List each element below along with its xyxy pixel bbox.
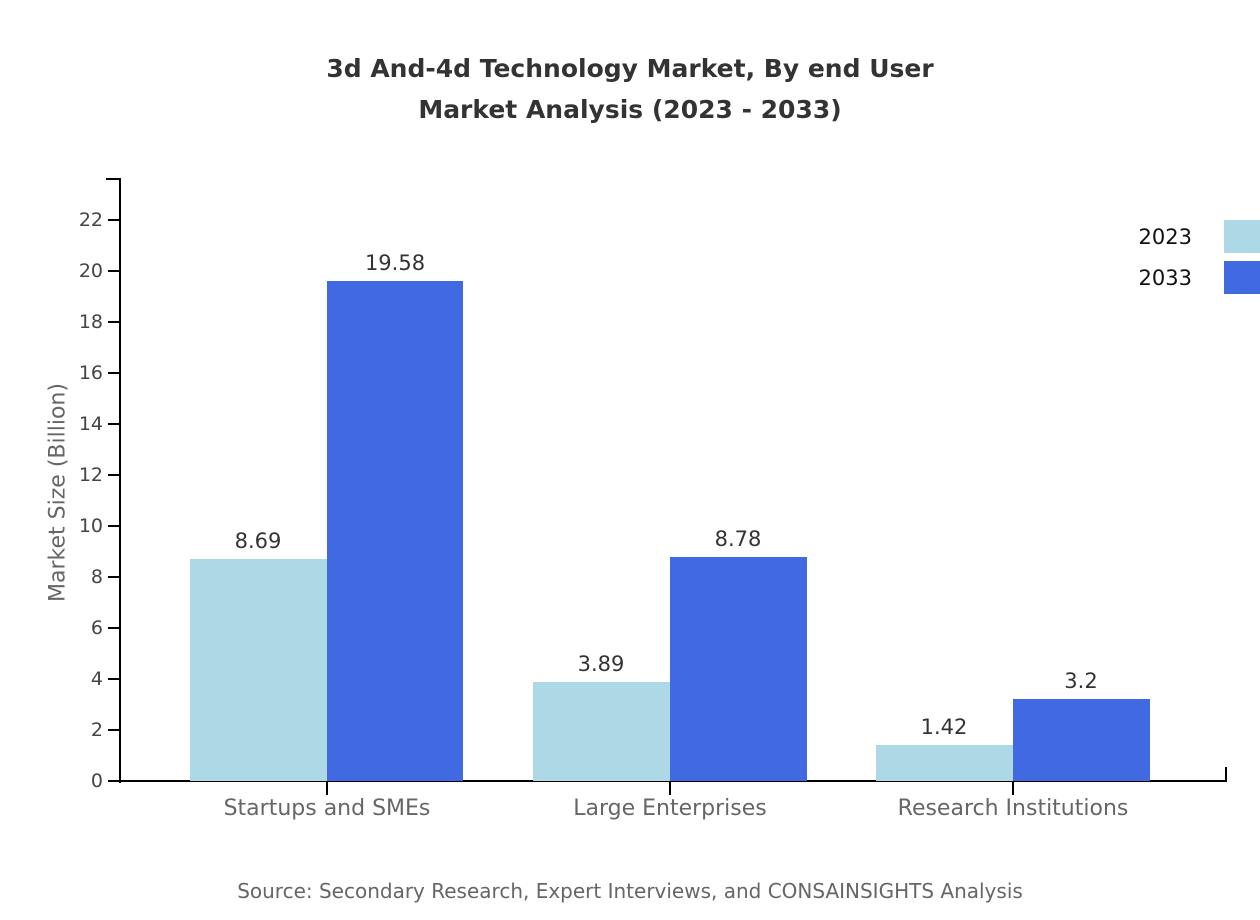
source-note: Source: Secondary Research, Expert Inter… xyxy=(237,879,1023,903)
y-tick-label: 22 xyxy=(78,209,103,231)
x-tick-label-startups-and-smes: Startups and SMEs xyxy=(223,796,431,821)
y-tick-label: 14 xyxy=(78,413,103,435)
bar-value-label: 19.58 xyxy=(364,251,426,275)
chart-title-line-2: Market Analysis (2023 - 2033) xyxy=(418,95,842,124)
y-tick-label: 8 xyxy=(90,566,103,588)
bar-2033-large-enterprises[interactable] xyxy=(670,557,807,781)
bar-value-label: 1.42 xyxy=(920,715,968,739)
bar-2023-research-institutions[interactable] xyxy=(876,745,1013,781)
y-tick-label: 0 xyxy=(90,770,103,792)
x-tick-mark xyxy=(1012,782,1014,795)
bar-value-label: 3.2 xyxy=(1064,669,1098,693)
bar-2023-large-enterprises[interactable] xyxy=(533,682,670,781)
y-axis-line xyxy=(119,178,121,783)
x-tick-label-research-institutions: Research Institutions xyxy=(897,796,1129,821)
x-tick-mark xyxy=(669,782,671,795)
bar-2033-research-institutions[interactable] xyxy=(1013,699,1150,781)
y-tick-label: 18 xyxy=(78,311,103,333)
y-tick-mark xyxy=(108,576,121,578)
x-tick-mark xyxy=(326,782,328,795)
y-tick-label: 16 xyxy=(78,362,103,384)
bar-2033-startups-and-smes[interactable] xyxy=(327,281,463,781)
x-tick-label-large-enterprises: Large Enterprises xyxy=(573,796,767,821)
x-axis-right-cap xyxy=(1225,767,1227,782)
y-tick-mark xyxy=(108,474,121,476)
y-tick-mark xyxy=(108,729,121,731)
bar-value-label: 3.89 xyxy=(577,652,625,676)
y-tick-mark xyxy=(108,678,121,680)
chart-title: 3d And-4d Technology Market, By end User… xyxy=(0,48,1260,130)
y-tick-mark xyxy=(108,219,121,221)
legend-swatch-2033[interactable] xyxy=(1224,261,1260,294)
y-tick-label: 6 xyxy=(90,617,103,639)
y-tick-mark xyxy=(108,321,121,323)
y-tick-mark xyxy=(108,372,121,374)
y-tick-mark xyxy=(108,627,121,629)
y-tick-label: 20 xyxy=(78,260,103,282)
y-tick-mark xyxy=(108,780,121,782)
y-tick-label: 10 xyxy=(78,515,103,537)
bar-value-label: 8.69 xyxy=(234,529,282,553)
bar-2023-startups-and-smes[interactable] xyxy=(190,559,327,781)
y-axis-top-cap xyxy=(106,178,121,180)
y-tick-label: 2 xyxy=(90,719,103,741)
y-tick-mark xyxy=(108,270,121,272)
bar-value-label: 8.78 xyxy=(714,527,762,551)
legend-label-2023: 2023 xyxy=(1138,225,1192,249)
y-tick-label: 12 xyxy=(78,464,103,486)
legend-swatch-2023[interactable] xyxy=(1224,220,1260,253)
y-tick-mark xyxy=(108,525,121,527)
legend-label-2033: 2033 xyxy=(1138,266,1192,290)
y-tick-label: 4 xyxy=(90,668,103,690)
y-tick-mark xyxy=(108,423,121,425)
chart-title-line-1: 3d And-4d Technology Market, By end User xyxy=(326,54,934,83)
x-axis-line xyxy=(108,780,1227,782)
